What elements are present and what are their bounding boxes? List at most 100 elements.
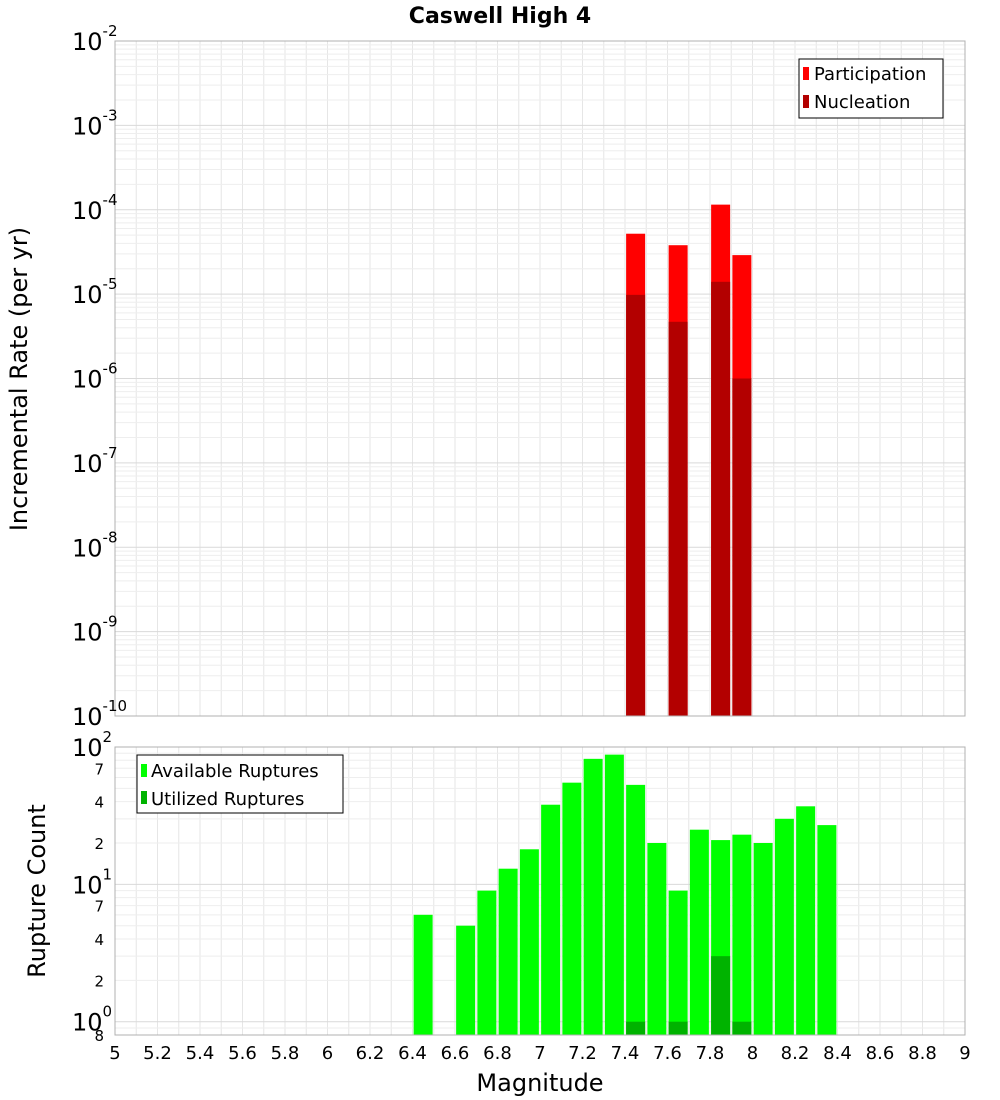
y-tick-label-exponent: -10 bbox=[103, 697, 128, 715]
x-ticks: 5 5.2 5.4 5.6 5.8 6 6.2 6.4 6.6 6.8 7 7.2 7.4 7.6 7.8 8… bbox=[109, 1043, 970, 1064]
y-tick-label: 10-5 bbox=[72, 275, 118, 309]
x-tick-label: 8 bbox=[747, 1043, 758, 1064]
count-bar-a bbox=[626, 784, 646, 1035]
y-tick-label: 10-8 bbox=[72, 528, 118, 562]
y-tick-label-exponent: 0 bbox=[103, 1003, 113, 1021]
y-minor-tick-label: 8 bbox=[94, 1027, 104, 1045]
y-tick-label: 100 bbox=[72, 1003, 112, 1037]
y-tick-label: 10-2 bbox=[72, 22, 118, 56]
count-bar-b bbox=[711, 956, 731, 1035]
x-tick-label: 7.4 bbox=[611, 1043, 640, 1064]
count-bar-a bbox=[413, 914, 433, 1035]
y-minor-tick-label: 2 bbox=[94, 835, 104, 853]
y-minor-tick-label: 4 bbox=[94, 931, 104, 949]
y-tick-label: 101 bbox=[72, 865, 112, 899]
top-legend: Participation Nucleation bbox=[798, 58, 944, 119]
count-bar-a bbox=[562, 782, 582, 1035]
count-bar-a bbox=[689, 829, 709, 1035]
count-bar-a bbox=[604, 754, 624, 1035]
x-axis-label: Magnitude bbox=[476, 1069, 603, 1097]
count-bar-a bbox=[583, 758, 603, 1035]
y-tick-label-exponent: -8 bbox=[103, 528, 118, 546]
top-plot-frame bbox=[114, 40, 966, 717]
bottom-plot-frame bbox=[114, 746, 966, 1036]
x-tick-label: 8.2 bbox=[781, 1043, 810, 1064]
y-tick-label: 10-4 bbox=[72, 191, 118, 225]
top-y-axis-label: Incremental Rate (per yr) bbox=[5, 227, 33, 531]
count-bar-a bbox=[456, 925, 476, 1035]
rate-bar-b bbox=[711, 281, 731, 716]
y-tick-label: 10-3 bbox=[72, 106, 118, 140]
count-bar-a bbox=[647, 843, 667, 1035]
count-bar-a bbox=[774, 818, 794, 1035]
y-tick-label-exponent: -6 bbox=[103, 360, 118, 378]
chart-title: Caswell High 4 bbox=[409, 4, 591, 29]
x-tick-label: 5 bbox=[109, 1043, 120, 1064]
y-tick-label-exponent: -3 bbox=[103, 106, 118, 124]
top-bars bbox=[626, 204, 752, 717]
count-bar-a bbox=[753, 843, 773, 1035]
x-tick-label: 5.8 bbox=[271, 1043, 300, 1064]
legend-nucleation: Nucleation bbox=[814, 92, 910, 113]
count-bar-a bbox=[498, 868, 518, 1035]
y-tick-label-exponent: -9 bbox=[103, 613, 118, 631]
count-bar-a bbox=[477, 890, 497, 1035]
y-tick-label: 10-9 bbox=[72, 613, 118, 647]
y-tick-label-exponent: 1 bbox=[103, 865, 113, 883]
y-tick-label: 102 bbox=[72, 728, 112, 762]
utilized-swatch bbox=[141, 791, 147, 804]
y-tick-label-exponent: -7 bbox=[103, 444, 118, 462]
y-minor-tick-label: 7 bbox=[94, 760, 104, 778]
y-minor-tick-label: 4 bbox=[94, 794, 104, 812]
count-bar-b bbox=[668, 1021, 688, 1035]
y-minor-tick-label: 7 bbox=[94, 898, 104, 916]
x-tick-label: 8.6 bbox=[866, 1043, 895, 1064]
y-tick-label: 10-6 bbox=[72, 360, 118, 394]
y-tick-label-exponent: -4 bbox=[103, 191, 118, 209]
x-tick-label: 6.6 bbox=[441, 1043, 470, 1064]
top-panel: 10-2 10-3 10-4 10-5 10-6 10-7 10-8 10-9 10-10 In… bbox=[5, 22, 966, 731]
bottom-legend-box bbox=[136, 754, 344, 814]
count-bar-b bbox=[732, 1021, 752, 1035]
rate-bar-b bbox=[626, 294, 646, 716]
nucleation-swatch bbox=[803, 95, 809, 108]
x-tick-label: 5.2 bbox=[143, 1043, 172, 1064]
x-tick-label: 6.2 bbox=[356, 1043, 385, 1064]
x-tick-label: 5.6 bbox=[228, 1043, 257, 1064]
bottom-bars bbox=[413, 754, 837, 1035]
participation-swatch bbox=[803, 67, 809, 80]
x-tick-label: 7.8 bbox=[696, 1043, 725, 1064]
top-legend-box bbox=[798, 58, 944, 119]
y-tick-label: 10-7 bbox=[72, 444, 118, 478]
x-tick-label: 7.6 bbox=[653, 1043, 682, 1064]
available-swatch bbox=[141, 764, 147, 777]
y-tick-label-exponent: -5 bbox=[103, 275, 118, 293]
y-tick-label: 10-10 bbox=[72, 697, 127, 731]
x-tick-label: 6.8 bbox=[483, 1043, 512, 1064]
bottom-y-axis-label: Rupture Count bbox=[23, 804, 51, 978]
x-tick-label: 6.4 bbox=[398, 1043, 427, 1064]
y-minor-tick-label: 2 bbox=[94, 972, 104, 990]
y-tick-label-exponent: 2 bbox=[103, 728, 113, 746]
bottom-legend: Available Ruptures Utilized Ruptures bbox=[136, 754, 344, 814]
count-bar-b bbox=[626, 1021, 646, 1035]
x-tick-label: 7 bbox=[534, 1043, 545, 1064]
legend-participation: Participation bbox=[814, 64, 926, 85]
x-tick-label: 9 bbox=[959, 1043, 970, 1064]
rate-bar-b bbox=[732, 378, 752, 716]
count-bar-a bbox=[732, 834, 752, 1035]
count-bar-a bbox=[541, 804, 561, 1035]
count-bar-a bbox=[796, 806, 816, 1035]
count-bar-a bbox=[668, 890, 688, 1035]
count-bar-a bbox=[817, 825, 837, 1035]
x-tick-label: 8.4 bbox=[823, 1043, 852, 1064]
x-tick-label: 5.4 bbox=[186, 1043, 215, 1064]
legend-available: Available Ruptures bbox=[151, 761, 319, 782]
legend-utilized: Utilized Ruptures bbox=[151, 789, 304, 810]
x-tick-label: 7.2 bbox=[568, 1043, 597, 1064]
count-bar-a bbox=[519, 849, 539, 1035]
top-gridlines bbox=[114, 40, 966, 717]
